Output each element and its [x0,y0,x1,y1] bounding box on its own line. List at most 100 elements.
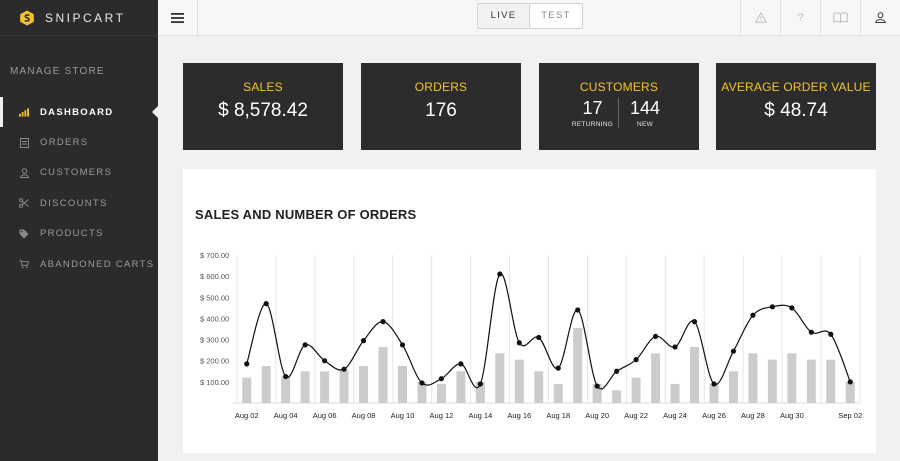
sidebar-item-abandoned-carts[interactable]: ABANDONED CARTS [0,249,158,279]
sales-point [711,381,717,387]
y-tick-label: $ 100.00 [200,378,229,387]
sales-point [691,319,698,325]
environment-toggle: LIVE TEST [477,3,583,29]
x-tick-label: Aug 04 [274,411,298,420]
sales-point [555,365,561,371]
chart-title: SALES AND NUMBER OF ORDERS [195,207,417,222]
new-value: 144 [629,98,661,118]
sidebar-item-dashboard[interactable]: DASHBOARD [0,97,158,128]
orders-title: ORDERS [414,80,468,94]
sidebar-item-label: DASHBOARD [40,106,114,118]
orders-bar [573,327,583,403]
documentation-button[interactable] [820,0,860,35]
y-tick-label: $ 300.00 [200,336,229,345]
y-tick-label: $ 500.00 [200,293,229,302]
manage-store-label: MANAGE STORE [10,66,105,77]
orders-bar [767,359,777,403]
orders-bar [417,381,427,403]
sidebar-item-orders[interactable]: ORDERS [0,127,158,157]
orders-bar [261,366,271,403]
sales-point [536,334,542,341]
warnings-button[interactable] [740,0,780,35]
y-tick-label: $ 400.00 [200,314,229,323]
x-tick-label: Aug 28 [741,411,765,420]
orders-bar [359,366,369,403]
sidebar-item-discounts[interactable]: DISCOUNTS [0,188,158,218]
hamburger-icon [171,12,184,23]
orders-bar [300,371,310,403]
sales-point [263,301,269,307]
x-tick-label: Aug 26 [702,411,726,420]
returning-customers: 17 RETURNING [567,98,619,128]
help-icon: ? [797,11,804,24]
hamburger-menu-button[interactable] [158,0,198,35]
sales-point [594,383,600,389]
sales-value: $ 8,578.42 [218,100,308,121]
scissors-icon [19,198,29,209]
customers-stat-card: CUSTOMERS 17 RETURNING 144 NEW [539,63,699,150]
account-button[interactable] [860,0,900,35]
orders-bar [728,371,738,403]
orders-bar [670,383,680,403]
sales-point [575,307,581,313]
orders-bar [826,359,836,403]
orders-bar [475,381,485,403]
orders-bar [690,346,700,403]
orders-bar [651,353,661,403]
sidebar-nav: DASHBOARD ORDERS CUSTOMERS DISCOUNTS PRO… [0,97,158,279]
brand[interactable]: SNIPCART [0,0,158,36]
live-mode-button[interactable]: LIVE [478,4,530,28]
sales-point [341,366,347,372]
brand-name: SNIPCART [45,10,126,25]
x-tick-label: Aug 16 [507,411,531,420]
sales-point [808,329,814,335]
orders-bar [534,371,544,403]
orders-bar [709,383,719,403]
orders-bar [748,353,758,403]
sales-point [419,380,425,386]
sidebar-item-label: CUSTOMERS [40,167,113,179]
x-tick-label: Aug 30 [780,411,804,420]
x-tick-label: Aug 22 [624,411,648,420]
sales-point [672,344,678,350]
book-icon [833,12,848,23]
customers-split: 17 RETURNING 144 NEW [539,98,699,128]
sales-orders-chart-panel: SALES AND NUMBER OF ORDERS $ 100.00 $ 200… [183,169,876,453]
sales-point [789,305,795,311]
orders-bar [592,383,602,403]
x-tick-label: Aug 24 [663,411,687,420]
orders-bar [397,366,407,403]
sales-point [750,312,756,318]
bar-chart-icon [19,107,29,117]
snipcart-hex-logo-icon [20,10,34,25]
orders-bar [631,377,641,403]
sales-point [633,357,639,363]
sidebar-item-customers[interactable]: CUSTOMERS [0,158,158,188]
orders-stat-card: ORDERS 176 [361,63,521,150]
sales-point [458,361,464,367]
sidebar-item-label: ABANDONED CARTS [40,258,155,270]
tag-icon [19,229,29,239]
orders-bar [378,346,388,403]
sales-point [360,338,367,344]
x-tick-label: Aug 18 [546,411,570,420]
test-mode-button[interactable]: TEST [541,10,571,21]
sidebar-item-products[interactable]: PRODUCTS [0,219,158,249]
sales-point [438,376,445,382]
y-tick-label: $ 700.00 [200,251,229,260]
help-button[interactable]: ? [780,0,820,35]
new-customers: 144 NEW [619,98,671,128]
sales-point [847,379,853,385]
sales-point [399,342,406,348]
customers-title: CUSTOMERS [579,80,659,94]
sales-point [283,373,289,380]
x-tick-label: Aug 08 [352,411,376,420]
orders-bar [495,353,505,403]
sales-stat-card: SALES $ 8,578.42 [183,63,343,150]
orders-bar [845,381,855,403]
sales-title: SALES [243,80,283,94]
sales-point [652,333,659,339]
sales-point [497,271,503,277]
aov-stat-card: AVERAGE ORDER VALUE $ 48.74 [716,63,876,150]
cart-icon [19,259,29,269]
